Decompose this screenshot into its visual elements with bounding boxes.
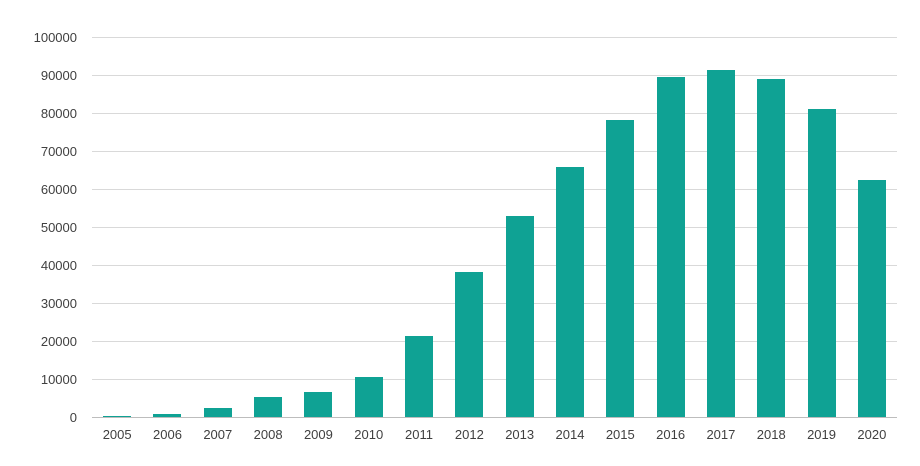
gridline — [92, 379, 897, 380]
x-tick-label: 2018 — [756, 427, 786, 442]
x-tick-label: 2008 — [253, 427, 283, 442]
y-tick-label: 0 — [69, 410, 77, 425]
bar-2019 — [807, 108, 836, 417]
x-tick-label: 2012 — [454, 427, 484, 442]
x-tick-label: 2006 — [153, 427, 182, 442]
bar-2015 — [606, 119, 635, 417]
y-tick-label: 70000 — [40, 144, 77, 159]
bar-2020 — [857, 180, 886, 417]
bar-2007 — [203, 407, 232, 417]
x-tick-label: 2020 — [857, 427, 887, 442]
gridline — [92, 341, 897, 342]
bar-2014 — [555, 166, 584, 417]
y-tick-label: 50000 — [40, 220, 77, 235]
bar-2016 — [656, 76, 685, 417]
x-tick-label: 2013 — [505, 427, 535, 442]
gridline — [92, 303, 897, 304]
y-tick-label: 100000 — [33, 30, 77, 45]
gridline — [92, 265, 897, 266]
gridline — [92, 37, 897, 38]
y-tick-label: 40000 — [40, 258, 77, 273]
x-tick-label: 2011 — [405, 427, 434, 442]
bar-2012 — [455, 271, 484, 417]
bar-2013 — [505, 215, 534, 417]
bar-2017 — [706, 70, 735, 417]
x-tick-label: 2014 — [555, 427, 585, 442]
x-tick-label: 2016 — [656, 427, 686, 442]
x-tick-label: 2019 — [807, 427, 836, 442]
bar-2008 — [254, 396, 283, 417]
x-tick-label: 2010 — [354, 427, 384, 442]
y-tick-label: 80000 — [40, 106, 77, 121]
x-tick-label: 2005 — [102, 427, 132, 442]
gridline — [92, 189, 897, 190]
y-tick-label: 10000 — [40, 372, 77, 387]
x-tick-label: 2007 — [203, 427, 233, 442]
y-tick-label: 90000 — [40, 68, 77, 83]
x-tick-label: 2009 — [303, 427, 333, 442]
y-tick-label: 20000 — [40, 334, 77, 349]
y-tick-label: 30000 — [40, 296, 77, 311]
bar-2006 — [153, 414, 182, 417]
plot-area — [92, 37, 897, 417]
gridline — [92, 75, 897, 76]
gridline — [92, 227, 897, 228]
gridline — [92, 113, 897, 114]
x-tick-label: 2015 — [605, 427, 635, 442]
bar-2010 — [354, 376, 383, 417]
bar-2005 — [103, 415, 132, 417]
bar-2018 — [757, 79, 786, 417]
bar-2011 — [405, 336, 434, 417]
gridline — [92, 151, 897, 152]
x-tick-label: 2017 — [706, 427, 736, 442]
bar-2009 — [304, 391, 333, 417]
gridlines — [92, 37, 897, 418]
x-axis-line — [92, 417, 897, 418]
y-tick-label: 60000 — [40, 182, 77, 197]
